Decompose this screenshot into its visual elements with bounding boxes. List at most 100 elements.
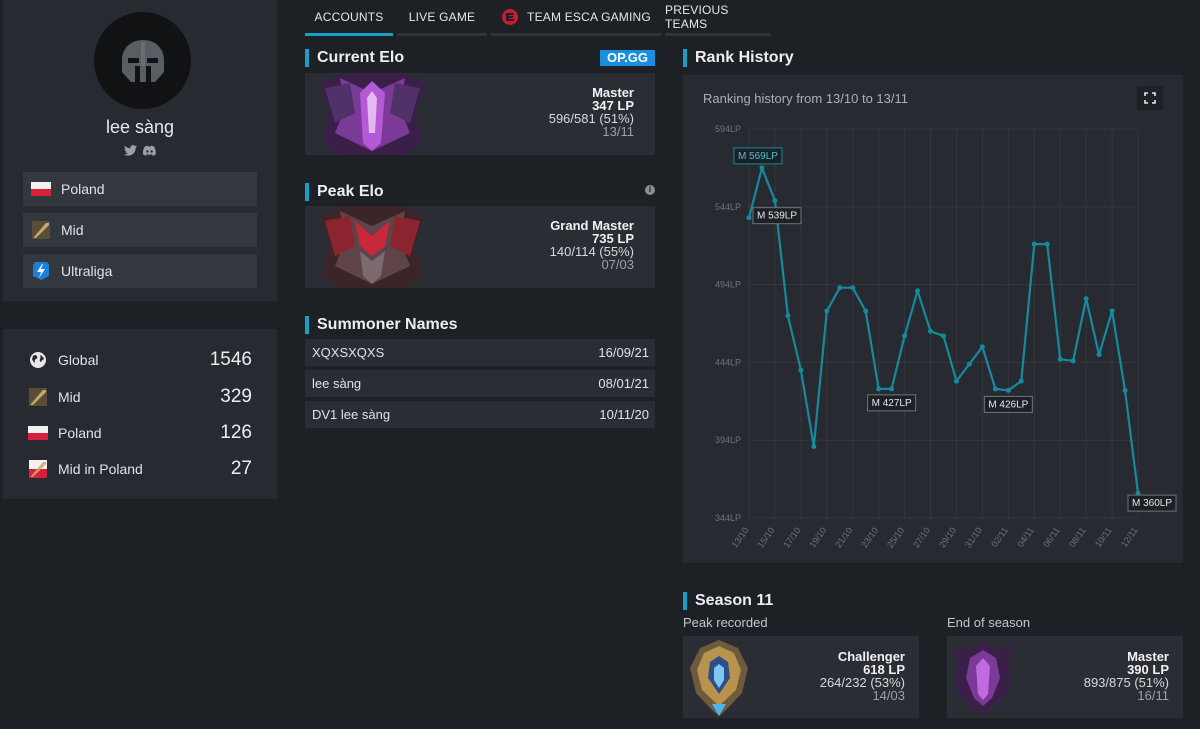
data-point [966, 361, 972, 367]
tab-live-game[interactable]: LIVE GAME [397, 0, 487, 36]
data-point [876, 386, 882, 392]
x-tick-label: 21/10 [833, 525, 854, 549]
y-tick-label: 444LP [715, 357, 741, 367]
peak-elo-title: Peak Elo [305, 183, 384, 201]
twitter-icon[interactable] [124, 145, 137, 156]
season-end-subtitle: End of season [947, 615, 1031, 630]
data-point [1096, 352, 1102, 358]
data-point [863, 308, 869, 314]
rank-country-value: 126 [220, 422, 252, 443]
season-end-record: 893/875 (51%) [1083, 675, 1169, 690]
rank-global: Global 1546 [28, 348, 252, 372]
season-peak-lp: 618 LP [863, 662, 905, 677]
fullscreen-button[interactable] [1137, 86, 1163, 110]
x-tick-label: 04/11 [1015, 525, 1036, 549]
data-point [979, 344, 985, 350]
data-point [1005, 387, 1011, 393]
season-peak-tier: Challenger [837, 649, 905, 664]
rank-mid-value: 329 [220, 386, 252, 407]
current-elo-card: Master 347 LP 596/581 (51%) 13/11 [305, 73, 655, 155]
annotation-box [733, 147, 783, 165]
current-elo-date: 13/11 [602, 124, 634, 139]
rank-mid-country-value: 27 [230, 458, 252, 479]
peak-elo-info: Grand Master 735 LP 140/114 (55%) 07/03 [550, 219, 634, 271]
rank-mid-country-label: Mid in Poland [58, 461, 143, 477]
data-point [1031, 241, 1037, 247]
grandmaster-emblem-icon [320, 206, 425, 288]
y-tick-label: 494LP [715, 280, 741, 290]
y-tick-label: 394LP [715, 435, 741, 445]
rank-history-plot: 594LP 544LP 494LP 444LP 394LP 344LP 13/10 15/10… [715, 124, 1177, 550]
tab-bar: ACCOUNTS LIVE GAME TEAM ESCA GAMING PREV… [305, 0, 775, 36]
data-point [746, 215, 752, 221]
peak-elo-date: 07/03 [601, 257, 634, 272]
tab-team[interactable]: TEAM ESCA GAMING [491, 0, 661, 36]
y-tick-label: 544LP [715, 202, 741, 212]
season-peak-date: 14/03 [872, 688, 905, 703]
x-tick-label: 12/11 [1119, 525, 1140, 549]
data-point [850, 285, 856, 291]
peak-elo-lp: 735 LP [592, 231, 634, 246]
discord-icon[interactable] [143, 145, 156, 156]
annotation-box [752, 207, 802, 225]
rank-country: Poland 126 [28, 421, 252, 445]
season-title: Season 11 [683, 592, 773, 610]
data-point [928, 328, 934, 334]
summoner-names-title: Summoner Names [305, 316, 458, 334]
data-point [759, 165, 765, 171]
rank-global-value: 1546 [209, 349, 252, 370]
season-peak-info: Challenger 618 LP 264/232 (53%) 14/03 [820, 650, 905, 702]
peak-elo-record: 140/114 (55%) [549, 244, 634, 259]
annotation-label: M 427LP [872, 398, 912, 409]
current-elo-info: Master 347 LP 596/581 (51%) 13/11 [549, 86, 634, 138]
opgg-link[interactable]: OP.GG [600, 50, 655, 66]
summoner-name: XQXSXQXS [312, 345, 385, 360]
mid-in-poland-icon [28, 460, 48, 478]
summoner-names-list: XQXSXQXS 16/09/21 lee sàng 08/01/21 DV1 … [305, 339, 655, 432]
rank-mid: Mid 329 [28, 385, 252, 409]
esca-gaming-logo-icon [502, 8, 519, 25]
rank-history-chart: 594LP 544LP 494LP 444LP 394LP 344LP 13/10 15/10… [683, 75, 1183, 563]
data-point [941, 333, 946, 339]
data-point [1018, 378, 1024, 384]
y-tick-label: 594LP [715, 124, 741, 134]
season-peak-subtitle: Peak recorded [683, 615, 768, 630]
annotation-label: M 569LP [738, 151, 778, 162]
x-tick-label: 08/11 [1067, 525, 1088, 549]
data-point [953, 378, 959, 384]
tab-team-label: TEAM ESCA GAMING [527, 9, 651, 24]
mid-lane-icon [28, 388, 48, 406]
season-end-info: Master 390 LP 893/875 (51%) 16/11 [1084, 650, 1169, 702]
season-end-card: Master 390 LP 893/875 (51%) 16/11 [947, 636, 1183, 718]
annotation-label: M 360LP [1132, 498, 1172, 509]
info-league: Ultraliga [23, 254, 257, 288]
tab-previous-teams[interactable]: PREVIOUS TEAMS [665, 0, 771, 36]
info-icon[interactable]: i [645, 185, 655, 195]
data-point [889, 386, 895, 392]
info-role-label: Mid [61, 222, 84, 238]
x-tick-label: 06/11 [1041, 525, 1062, 549]
master-emblem-icon [954, 642, 1012, 714]
peak-elo-tier: Grand Master [550, 218, 634, 233]
data-point [915, 288, 921, 294]
summoner-name: lee sàng [312, 376, 362, 391]
data-point [837, 285, 843, 291]
season-peak-card: Challenger 618 LP 264/232 (53%) 14/03 [683, 636, 919, 718]
data-point [1044, 241, 1050, 247]
chart-caption: Ranking history from 13/10 to 13/11 [703, 91, 908, 106]
data-point [1122, 387, 1128, 393]
tab-accounts[interactable]: ACCOUNTS [305, 0, 393, 36]
summoner-name-date: 10/11/20 [599, 407, 649, 422]
info-league-label: Ultraliga [61, 263, 113, 279]
annotation-box [867, 394, 917, 412]
summoner-name-date: 08/01/21 [598, 376, 649, 391]
data-point [785, 313, 791, 319]
data-point [902, 333, 908, 339]
summoner-name: DV1 lee sàng [312, 407, 391, 422]
season-end-date: 16/11 [1137, 688, 1169, 703]
x-tick-label: 23/10 [859, 525, 880, 549]
helmet-icon [121, 39, 164, 82]
x-tick-label: 31/10 [963, 525, 984, 549]
flag-poland-icon [28, 424, 48, 442]
peak-elo-card: Grand Master 735 LP 140/114 (55%) 07/03 [305, 206, 655, 288]
